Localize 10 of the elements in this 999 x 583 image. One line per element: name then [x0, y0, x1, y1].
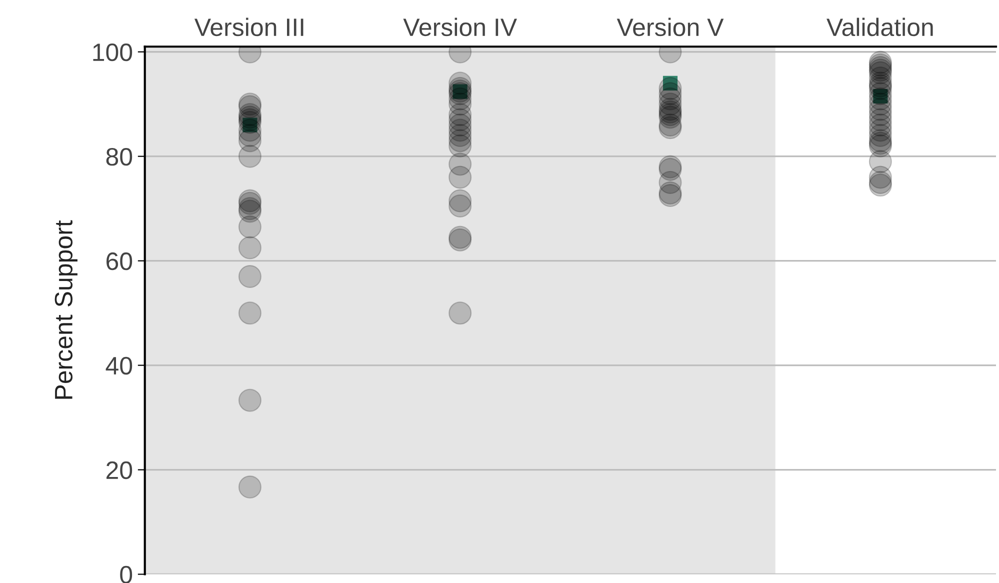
y-tick-label: 80: [106, 148, 132, 166]
y-tick-label: 20: [106, 461, 132, 480]
y-tick-label: 40: [106, 356, 132, 375]
y-axis-title: Percent Support: [54, 220, 78, 399]
x-tick-label: Version IV: [403, 18, 517, 36]
x-tick-label: Version V: [616, 18, 724, 36]
x-tick-label: Validation: [826, 18, 933, 36]
x-tick-label: Version III: [194, 18, 304, 36]
y-tick-label: 60: [106, 252, 132, 270]
y-tick-label: 100: [93, 43, 132, 62]
